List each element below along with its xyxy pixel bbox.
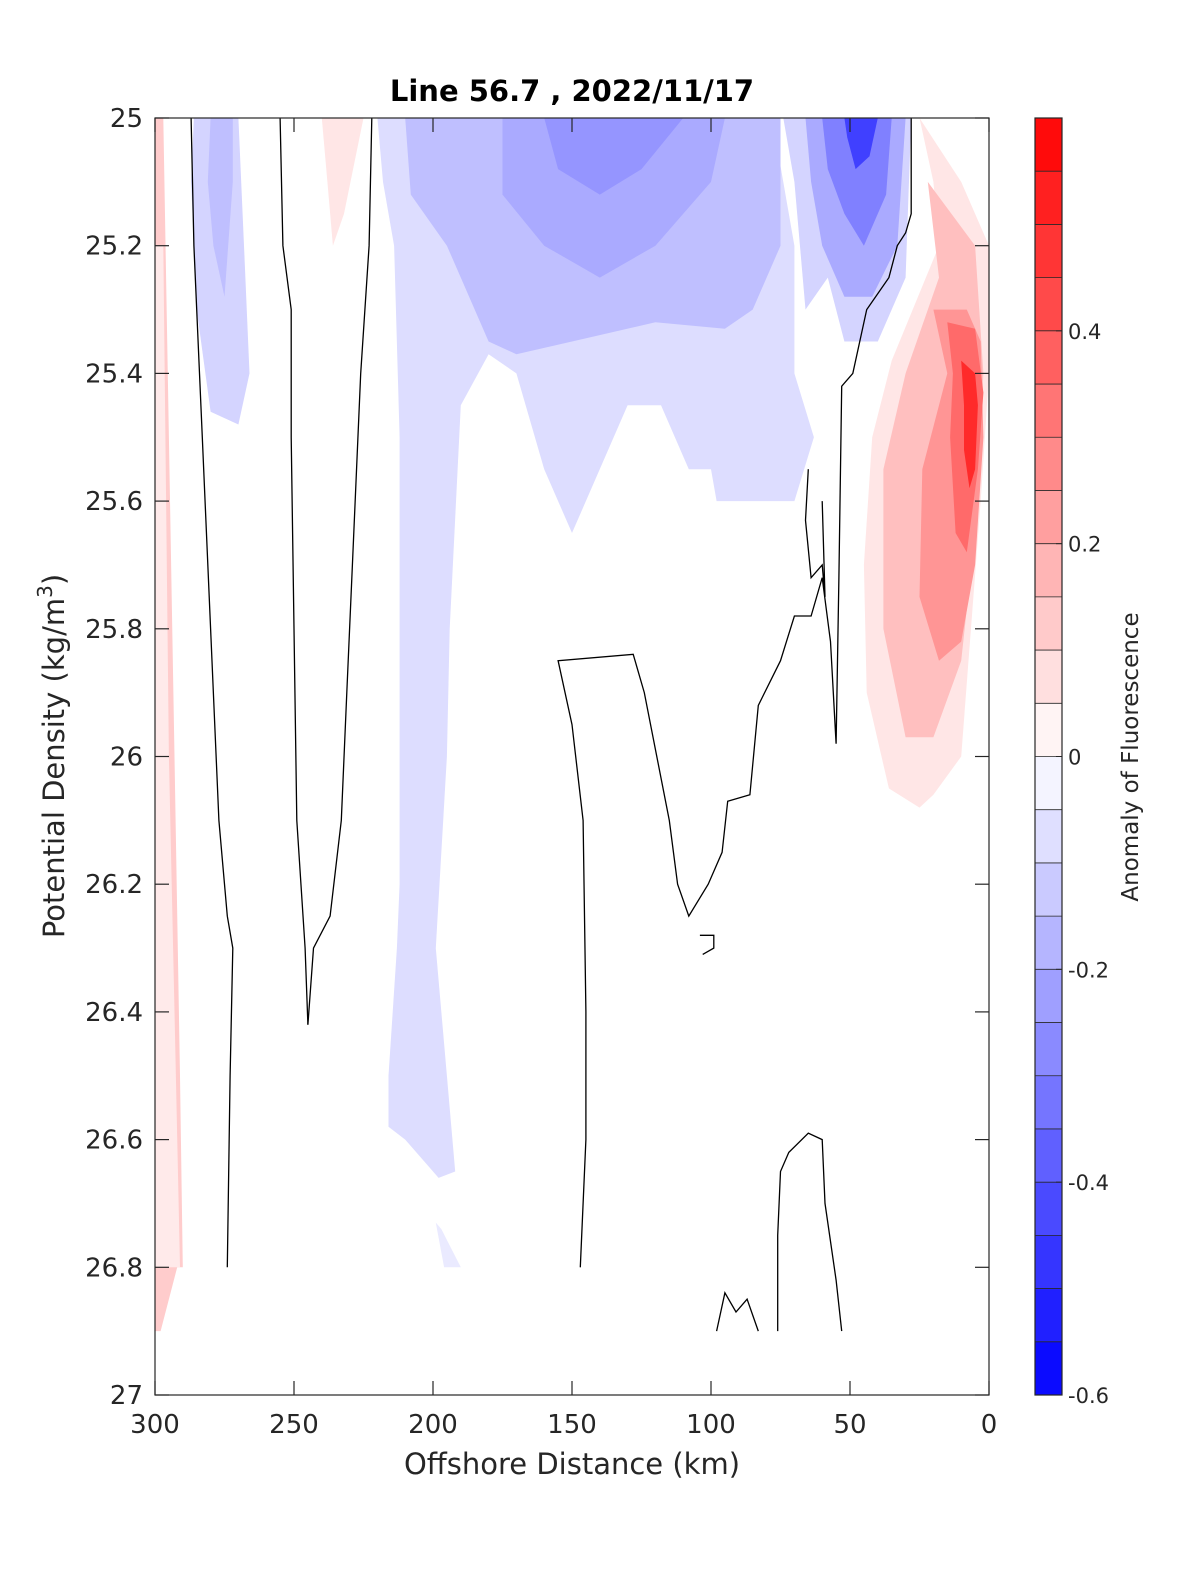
colorbar-segment-1: [1035, 1288, 1062, 1342]
y-tick-label-5: 26: [110, 743, 143, 773]
colorbar-segment-4: [1035, 1128, 1062, 1183]
zero-contour-line-2: [307, 118, 373, 1025]
y-axis-label-superscript: 3: [33, 585, 57, 598]
y-axis-label: Potential Density (kg/m3): [33, 574, 71, 938]
colorbar-segment-16: [1035, 490, 1062, 544]
y-tick-label-10: 27: [110, 1381, 143, 1411]
anomaly-region-9: [544, 118, 684, 195]
colorbar-segment-15: [1035, 543, 1062, 597]
anomaly-region-12: [822, 118, 892, 246]
y-tick-label-6: 26.2: [85, 870, 143, 900]
anomaly-region-18: [961, 360, 978, 489]
x-tick-label-0: 300: [130, 1410, 180, 1440]
zero-contour-line-3: [557, 118, 912, 1268]
y-tick-label-1: 25.2: [85, 232, 143, 262]
colorbar-tick-label-1: -0.4: [1068, 1171, 1109, 1195]
colorbar-segment-20: [1035, 277, 1062, 331]
anomaly-region-3: [207, 118, 233, 297]
colorbar-segment-0: [1035, 1341, 1062, 1395]
anomaly-region-4: [321, 118, 364, 246]
y-tick-label-8: 26.6: [85, 1126, 143, 1156]
y-tick-label-7: 26.4: [85, 998, 143, 1028]
colorbar-segment-12: [1035, 703, 1062, 757]
colorbar-segment-23: [1035, 118, 1062, 172]
anomaly-region-6: [435, 1222, 461, 1268]
y-axis-label-main: Potential Density (kg/m: [37, 598, 71, 938]
x-tick-label-4: 100: [686, 1410, 736, 1440]
zero-contour-line-6: [715, 1291, 759, 1332]
y-tick-label-9: 26.8: [85, 1253, 143, 1283]
colorbar-segment-2: [1035, 1235, 1062, 1289]
colorbar-segment-22: [1035, 171, 1062, 225]
colorbar-segment-14: [1035, 596, 1062, 651]
x-axis-label: Offshore Distance (km): [404, 1447, 740, 1481]
plot-area: [155, 118, 989, 1395]
anomaly-region-5: [377, 118, 814, 1178]
chart-title: Line 56.7 , 2022/11/17: [390, 74, 754, 108]
colorbar-tick-label-2: -0.2: [1068, 958, 1109, 982]
colorbar-segment-6: [1035, 1022, 1062, 1076]
colorbar-segment-18: [1035, 384, 1062, 438]
y-tick-label-2: 25.4: [85, 359, 143, 389]
colorbar-segment-21: [1035, 224, 1062, 278]
colorbar-segment-10: [1035, 809, 1062, 863]
x-tick-label-3: 150: [547, 1410, 597, 1440]
colorbar-segment-9: [1035, 862, 1062, 917]
colorbar-segment-19: [1035, 330, 1062, 385]
zero-contour-group: [190, 118, 912, 1332]
x-tick-label-2: 200: [408, 1410, 458, 1440]
colorbar-tick-label-5: 0.4: [1068, 320, 1101, 344]
zero-contour-line-4: [804, 469, 826, 597]
colorbar-tick-label-0: -0.6: [1068, 1384, 1109, 1408]
colorbar-tick-label-4: 0.2: [1068, 533, 1101, 557]
x-tick-label-1: 250: [269, 1410, 319, 1440]
anomaly-region-13: [844, 118, 878, 170]
colorbar-segment-8: [1035, 916, 1062, 970]
x-tick-label-5: 50: [833, 1410, 866, 1440]
colorbar-segment-5: [1035, 1075, 1062, 1129]
colorbar-segment-11: [1035, 756, 1062, 810]
x-tick-label-6: 0: [981, 1410, 998, 1440]
y-tick-label-0: 25: [110, 104, 143, 134]
colorbar-segment-13: [1035, 650, 1062, 704]
zero-contour-line-7: [777, 1132, 843, 1332]
colorbar-segment-3: [1035, 1182, 1062, 1236]
y-tick-label-4: 25.8: [85, 615, 143, 645]
zero-contour-line-0: [190, 118, 234, 1268]
zero-contour-line-5: [699, 934, 715, 955]
y-tick-label-3: 25.6: [85, 487, 143, 517]
y-axis-label-close: ): [37, 574, 71, 585]
zero-contour-line-1: [279, 118, 309, 1025]
colorbar-tick-label-3: 0: [1068, 746, 1081, 770]
colorbar-segment-17: [1035, 437, 1062, 491]
colorbar-segment-7: [1035, 969, 1062, 1023]
colorbar: -0.6 -0.4 -0.2 0 0.2 0.4: [1034, 117, 1109, 1408]
axes: 300 250 200 150 100 50 0 25 25.2 25.4 25.6 25.8 26 26…: [85, 104, 997, 1440]
colorbar-label: Anomaly of Fluorescence: [1118, 612, 1144, 901]
